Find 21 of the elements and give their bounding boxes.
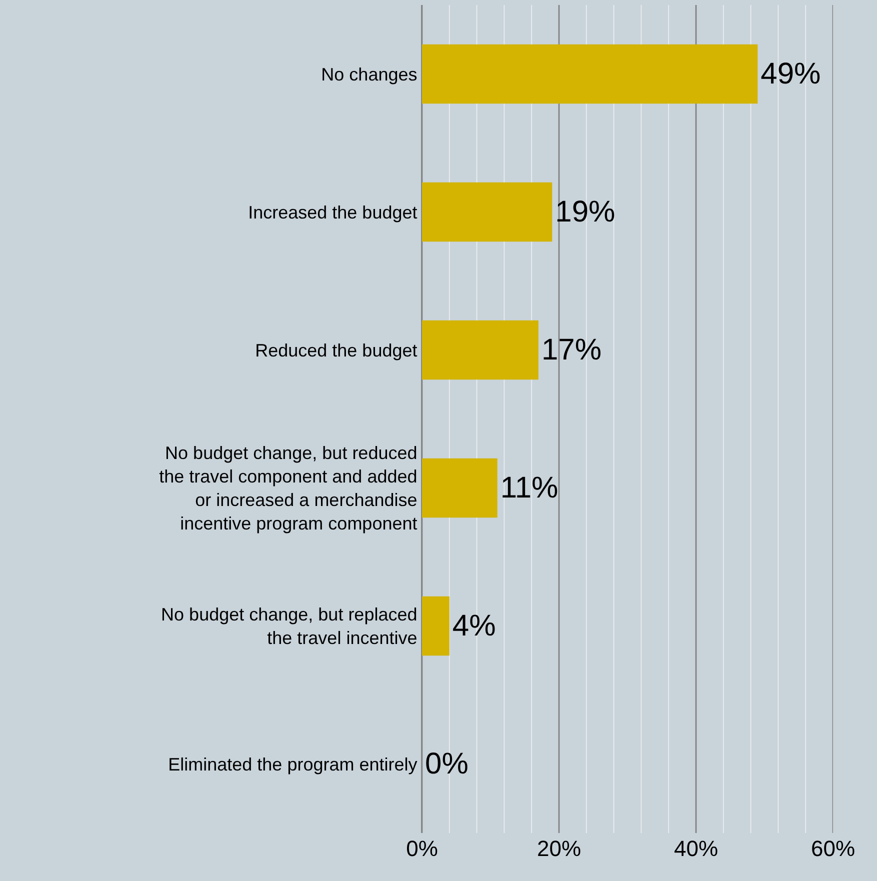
- data-label: 4%: [452, 610, 496, 642]
- y-tick-label: No changes: [321, 64, 418, 84]
- x-tick-label: 60%: [810, 836, 856, 861]
- bar: [422, 596, 450, 656]
- bar: [422, 458, 498, 518]
- bar: [422, 182, 552, 242]
- y-tick-label: No budget change, but replaced the travel incentive: [161, 604, 418, 648]
- y-tick-label: No budget change, but reduced the travel component and added or increased a merchandise incentive program component: [159, 443, 418, 534]
- bar: [422, 44, 758, 104]
- data-label: 0%: [425, 748, 468, 780]
- x-tick-label: 0%: [406, 836, 438, 861]
- data-label: 11%: [500, 472, 558, 504]
- data-label: 49%: [760, 58, 821, 90]
- x-tick-label: 20%: [536, 836, 582, 861]
- data-label: 19%: [555, 196, 616, 228]
- y-tick-label: Eliminated the program entirely: [168, 754, 418, 774]
- x-tick-label: 40%: [674, 836, 718, 861]
- data-label: 17%: [541, 334, 602, 366]
- y-tick-label: Reduced the budget: [255, 340, 418, 360]
- bar: [422, 320, 538, 380]
- y-tick-label: Increased the budget: [248, 202, 418, 222]
